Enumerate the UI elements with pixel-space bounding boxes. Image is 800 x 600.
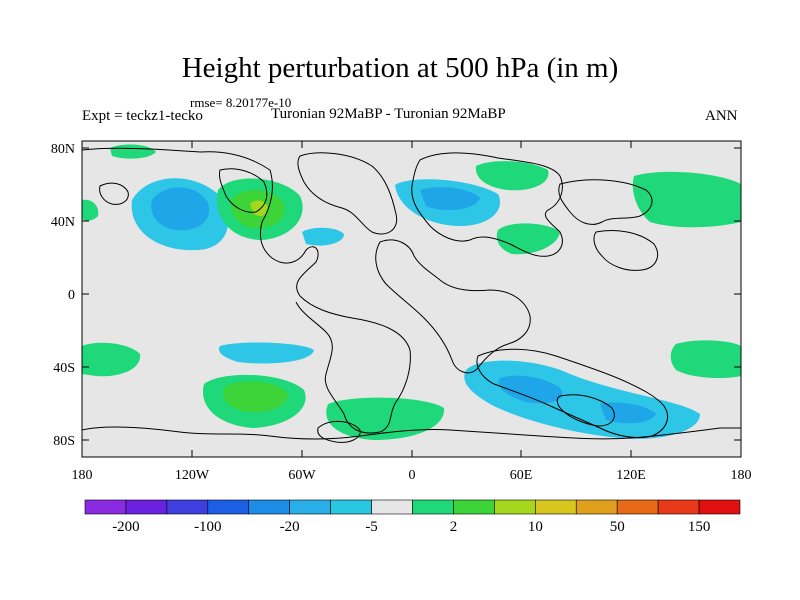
lat-label: 80S	[53, 434, 75, 449]
lon-label: 120W	[175, 468, 210, 483]
colorbar-swatch	[698, 499, 741, 515]
lat-label: 40S	[53, 361, 75, 376]
anomaly-region	[302, 227, 344, 246]
colorbar-swatch	[330, 499, 372, 515]
coastlines	[82, 147, 741, 443]
anomaly-region	[498, 375, 563, 404]
season-label: ANN	[705, 108, 738, 124]
colorbar-swatch	[248, 499, 290, 515]
lon-label: 0	[409, 468, 416, 483]
lon-label: 60W	[288, 468, 316, 483]
colorbar-swatch	[289, 499, 331, 515]
plot-title: Height perturbation at 500 hPa (in m)	[181, 52, 619, 84]
rmse-label: rmse= 8.20177e-10	[190, 95, 292, 110]
colorbar-label: -100	[194, 519, 222, 535]
experiment-label: Expt = teckz1-tecko	[82, 108, 203, 124]
anomaly-region	[82, 342, 141, 377]
colorbar-label: -5	[365, 519, 378, 535]
colorbar-swatch	[207, 499, 250, 515]
colorbar-label: 10	[528, 519, 543, 535]
colorbar	[84, 499, 741, 515]
anomaly-region	[420, 187, 480, 211]
axis-ticks	[82, 141, 741, 457]
lon-label: 120E	[616, 468, 646, 483]
lat-label: 0	[68, 288, 75, 303]
colorbar-label: -200	[112, 519, 140, 535]
anomaly-region	[670, 340, 741, 378]
lon-label: 180	[72, 468, 93, 483]
colorbar-label: 150	[688, 519, 711, 535]
anomaly-region	[218, 342, 314, 364]
lon-label: 60E	[510, 468, 533, 483]
anomaly-region	[632, 171, 741, 228]
anomaly-region	[223, 381, 288, 413]
anomaly-region	[82, 199, 99, 221]
anomaly-region	[496, 223, 560, 255]
colorbar-swatch	[494, 499, 536, 515]
colorbar-swatch	[412, 499, 454, 515]
center-subtitle: Turonian 92MaBP - Turonian 92MaBP	[271, 106, 506, 122]
colorbar-labels: -200 -100 -20 -5 2 10 50 150	[112, 519, 710, 535]
colorbar-label: 50	[610, 519, 625, 535]
colorbar-swatch	[535, 499, 577, 515]
colorbar-swatch	[125, 499, 168, 515]
lon-label: 180	[731, 468, 752, 483]
lat-label: 80N	[51, 142, 75, 157]
anomaly-region	[151, 187, 210, 231]
colorbar-swatch	[453, 499, 495, 515]
colorbar-swatch	[371, 499, 413, 515]
colorbar-swatch	[84, 499, 127, 515]
colorbar-swatch	[575, 499, 618, 515]
lat-label: 40N	[51, 215, 75, 230]
colorbar-swatch	[616, 499, 659, 515]
anomaly-region	[475, 161, 549, 191]
colorbar-swatch	[657, 499, 700, 515]
colorbar-label: -20	[280, 519, 300, 535]
colorbar-swatch	[166, 499, 209, 515]
colorbar-label: 2	[450, 519, 458, 535]
